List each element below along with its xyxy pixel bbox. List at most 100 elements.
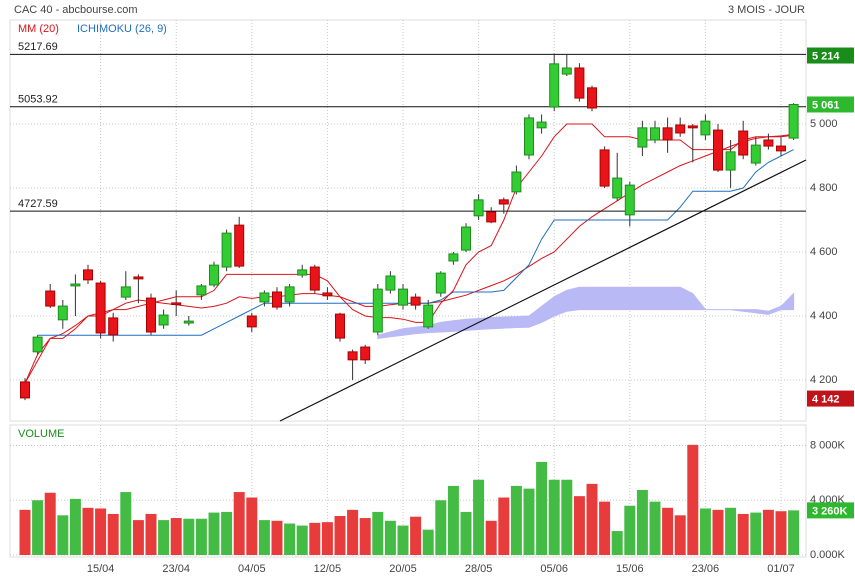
candle-body [45, 290, 56, 307]
x-tick-label: 28/05 [465, 563, 493, 575]
volume-bar [447, 485, 459, 555]
x-tick-label: 23/04 [162, 563, 190, 575]
volume-bar [422, 529, 434, 555]
volume-bar [170, 518, 182, 555]
candle-body [713, 129, 723, 171]
volume-bar [233, 492, 245, 555]
volume-bar [586, 483, 598, 555]
candle-body [574, 67, 585, 99]
price-marker-label: 5 214 [812, 50, 840, 62]
candle-body [57, 305, 68, 321]
legend-entry: MM (20) [18, 23, 59, 35]
volume-bar [599, 501, 611, 555]
volume-bar [372, 511, 384, 555]
chart-subtitle: 3 MOIS - JOUR [728, 4, 805, 16]
volume-bar [195, 518, 207, 555]
volume-frame [9, 424, 807, 558]
candle-body [171, 302, 182, 305]
candle-body [587, 87, 597, 109]
volume-bar [246, 497, 258, 555]
volume-bar [435, 500, 447, 555]
volume-bar [485, 520, 497, 555]
candle-body [309, 266, 320, 291]
candle-body [209, 264, 219, 286]
volume-bar [221, 511, 233, 555]
volume-bar [208, 512, 220, 555]
plot-layer: 15/04 23/04 04/05 12/05 20/05 28/05 05/06 15/06… [10, 20, 854, 575]
candle-body [725, 151, 736, 171]
x-tick-label: 12/05 [314, 563, 342, 575]
volume-bar [624, 505, 636, 555]
volume-bar [271, 520, 283, 555]
candle-body [448, 253, 459, 262]
candle-body [108, 317, 119, 336]
candle-body [473, 199, 484, 217]
candle-body [120, 286, 131, 298]
volume-bar [82, 507, 94, 555]
volume-bar [750, 512, 762, 555]
volume-bar [712, 509, 724, 555]
volume-bar [548, 479, 560, 555]
candle-body [511, 171, 522, 193]
candle-body [599, 149, 610, 187]
y-tick-label: 4 200 [810, 374, 838, 386]
level-label: 5053.92 [18, 94, 58, 106]
volume-bar [410, 516, 422, 555]
legend-entry: ICHIMOKU (26, 9) [77, 23, 167, 35]
volume-bar [309, 522, 321, 555]
candle-body [335, 313, 345, 339]
volume-bar [397, 525, 409, 555]
indicator-line [24, 123, 794, 384]
price-marker-label: 4 142 [812, 393, 840, 405]
candle-body [70, 283, 81, 287]
candle-body [687, 125, 698, 129]
candle-body [524, 117, 534, 156]
y-tick-label: 0.000K [810, 549, 846, 561]
candle-body [549, 63, 560, 108]
volume-bar [107, 513, 119, 555]
volume-bar [32, 500, 44, 555]
volume-bar [296, 525, 308, 555]
volume-bar [57, 515, 69, 555]
volume-bar [69, 498, 81, 555]
volume-bar [662, 507, 674, 555]
price-marker [807, 47, 854, 64]
volume-bar [611, 531, 623, 555]
candle-body [461, 226, 471, 251]
candle-body [637, 127, 648, 148]
candle-body [536, 121, 547, 129]
candle-body [624, 184, 635, 216]
candle-body [322, 292, 333, 297]
candle-body [498, 199, 509, 205]
x-tick-label: 01/07 [767, 563, 795, 575]
candle-body [372, 288, 383, 333]
volume-bar [95, 508, 107, 555]
volume-bar [460, 511, 472, 555]
volume-bar [649, 501, 661, 555]
volume-bar [788, 510, 800, 555]
candle-body [347, 351, 358, 361]
volume-bar [498, 497, 510, 555]
candle-body [675, 124, 686, 134]
volume-bar [145, 513, 157, 555]
volume-bar [321, 522, 333, 555]
candle-body [95, 282, 106, 334]
candle-body [246, 315, 257, 328]
trend-line [279, 159, 807, 422]
candle-body [435, 272, 446, 294]
x-tick-label: 20/05 [389, 563, 417, 575]
chart-title: CAC 40 - abcbourse.com [14, 4, 138, 16]
candle-body [788, 103, 799, 139]
candle-body [763, 139, 774, 147]
candle-body [297, 269, 308, 276]
volume-bar [762, 509, 774, 555]
candle-body [32, 336, 43, 353]
level-label: 5217.69 [18, 41, 58, 53]
volume-bar [674, 515, 686, 555]
candle-body [146, 297, 156, 333]
candle-body [234, 224, 245, 267]
volume-bar [158, 520, 170, 555]
candle-body [196, 285, 207, 296]
y-tick-label: 4 600 [810, 246, 838, 258]
y-tick-label: 5 000 [810, 118, 838, 130]
